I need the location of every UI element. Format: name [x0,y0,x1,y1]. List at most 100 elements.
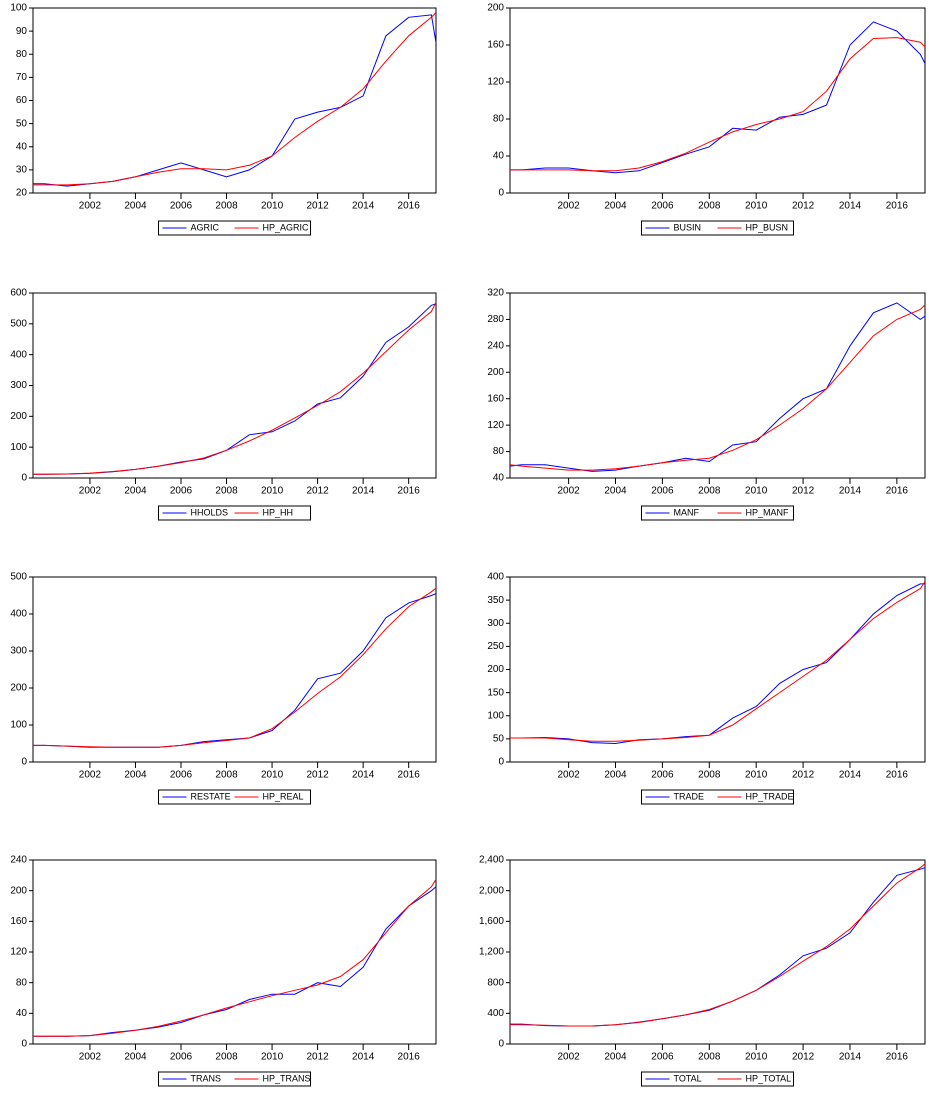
x-tick-label: 2012 [306,1052,329,1063]
y-tick-label: 240 [10,855,27,866]
x-tick-label: 2014 [352,201,375,212]
y-tick-label: 240 [487,340,504,351]
y-tick-label: 40 [16,141,28,152]
y-tick-label: 100 [10,720,27,731]
x-tick-label: 2008 [215,1052,238,1063]
y-tick-label: 0 [498,1039,504,1050]
y-tick-label: 200 [487,367,504,378]
y-tick-label: 30 [16,165,28,176]
legend-label: TRADE [674,791,705,801]
series-line [33,302,437,475]
x-tick-label: 2006 [170,770,193,781]
y-tick-label: 400 [10,349,27,360]
x-tick-label: 2016 [886,486,909,497]
x-tick-label: 2004 [124,201,147,212]
series-line [510,863,926,1027]
legend-label: MANF [674,507,700,517]
series-line [33,303,437,475]
legend-label: TOTAL [674,1073,702,1083]
x-tick-label: 2016 [886,770,909,781]
y-tick-label: 50 [16,118,28,129]
y-tick-label: 300 [10,646,27,657]
y-tick-label: 200 [487,3,504,14]
x-tick-label: 2002 [79,1052,102,1063]
x-tick-label: 2016 [398,201,421,212]
x-tick-label: 2008 [698,1052,721,1063]
x-tick-label: 2002 [79,770,102,781]
y-tick-label: 400 [487,1008,504,1019]
x-tick-label: 2002 [79,486,102,497]
plot-frame [32,576,437,763]
legend-label: HP_TOTAL [746,1073,792,1083]
y-tick-label: 120 [10,947,27,958]
x-tick-label: 2006 [170,201,193,212]
y-tick-label: 2,000 [479,885,504,896]
legend-label: BUSIN [674,222,702,232]
series-line [510,583,925,745]
x-tick-label: 2010 [261,770,284,781]
legend-label: HP_TRADE [746,791,794,801]
plot-frame [509,292,926,479]
y-tick-label: 80 [16,977,28,988]
y-tick-label: 600 [10,288,27,299]
y-tick-label: 40 [493,151,505,162]
x-tick-label: 2014 [352,770,375,781]
x-tick-label: 2010 [261,201,284,212]
y-tick-label: 0 [498,188,504,199]
y-tick-label: 400 [10,609,27,620]
x-tick-label: 2012 [792,1052,815,1063]
y-tick-label: 200 [10,683,27,694]
y-tick-label: 200 [487,664,504,675]
x-tick-label: 2014 [352,1052,375,1063]
x-tick-label: 2012 [792,486,815,497]
x-tick-label: 2010 [261,486,284,497]
x-tick-label: 2006 [170,1052,193,1063]
y-tick-label: 70 [16,72,28,83]
x-tick-label: 2010 [745,486,768,497]
x-tick-label: 2014 [839,770,862,781]
series-line [33,14,437,187]
y-tick-label: 160 [10,916,27,927]
y-tick-label: 1,200 [479,947,504,958]
plot-frame [509,859,926,1045]
x-tick-label: 2004 [604,201,627,212]
y-tick-label: 200 [10,411,27,422]
x-tick-label: 2004 [124,486,147,497]
y-tick-label: 400 [487,572,504,583]
series-line [510,867,926,1027]
y-tick-label: 250 [487,641,504,652]
y-tick-label: 160 [487,40,504,51]
y-tick-label: 2,400 [479,855,504,866]
y-tick-label: 150 [487,687,504,698]
legend-label: HP_BUSN [746,222,789,232]
series-line [33,587,437,748]
legend-label: HP_AGRIC [263,222,310,232]
series-line [510,37,926,172]
y-tick-label: 80 [493,114,505,125]
x-tick-label: 2002 [557,486,580,497]
x-tick-label: 2006 [170,486,193,497]
legend-label: RESTATE [191,791,231,801]
x-tick-label: 2012 [306,201,329,212]
x-tick-label: 2014 [352,486,375,497]
x-tick-label: 2010 [745,770,768,781]
legend-label: HP_TRANS [263,1073,311,1083]
x-tick-label: 2002 [557,1052,580,1063]
x-tick-label: 2008 [698,201,721,212]
y-tick-label: 0 [21,473,27,484]
y-tick-label: 50 [493,734,505,745]
x-tick-label: 2006 [651,486,674,497]
x-tick-label: 2002 [557,201,580,212]
x-tick-label: 2008 [215,201,238,212]
x-tick-label: 2002 [79,201,102,212]
plot-frame [32,7,437,194]
plot-frame [509,576,926,763]
series-line [33,593,437,748]
y-tick-label: 160 [487,393,504,404]
y-tick-label: 320 [487,288,504,299]
x-tick-label: 2012 [792,770,815,781]
x-tick-label: 2010 [745,1052,768,1063]
y-tick-label: 500 [10,572,27,583]
x-tick-label: 2014 [839,486,862,497]
legend-label: AGRIC [191,222,220,232]
